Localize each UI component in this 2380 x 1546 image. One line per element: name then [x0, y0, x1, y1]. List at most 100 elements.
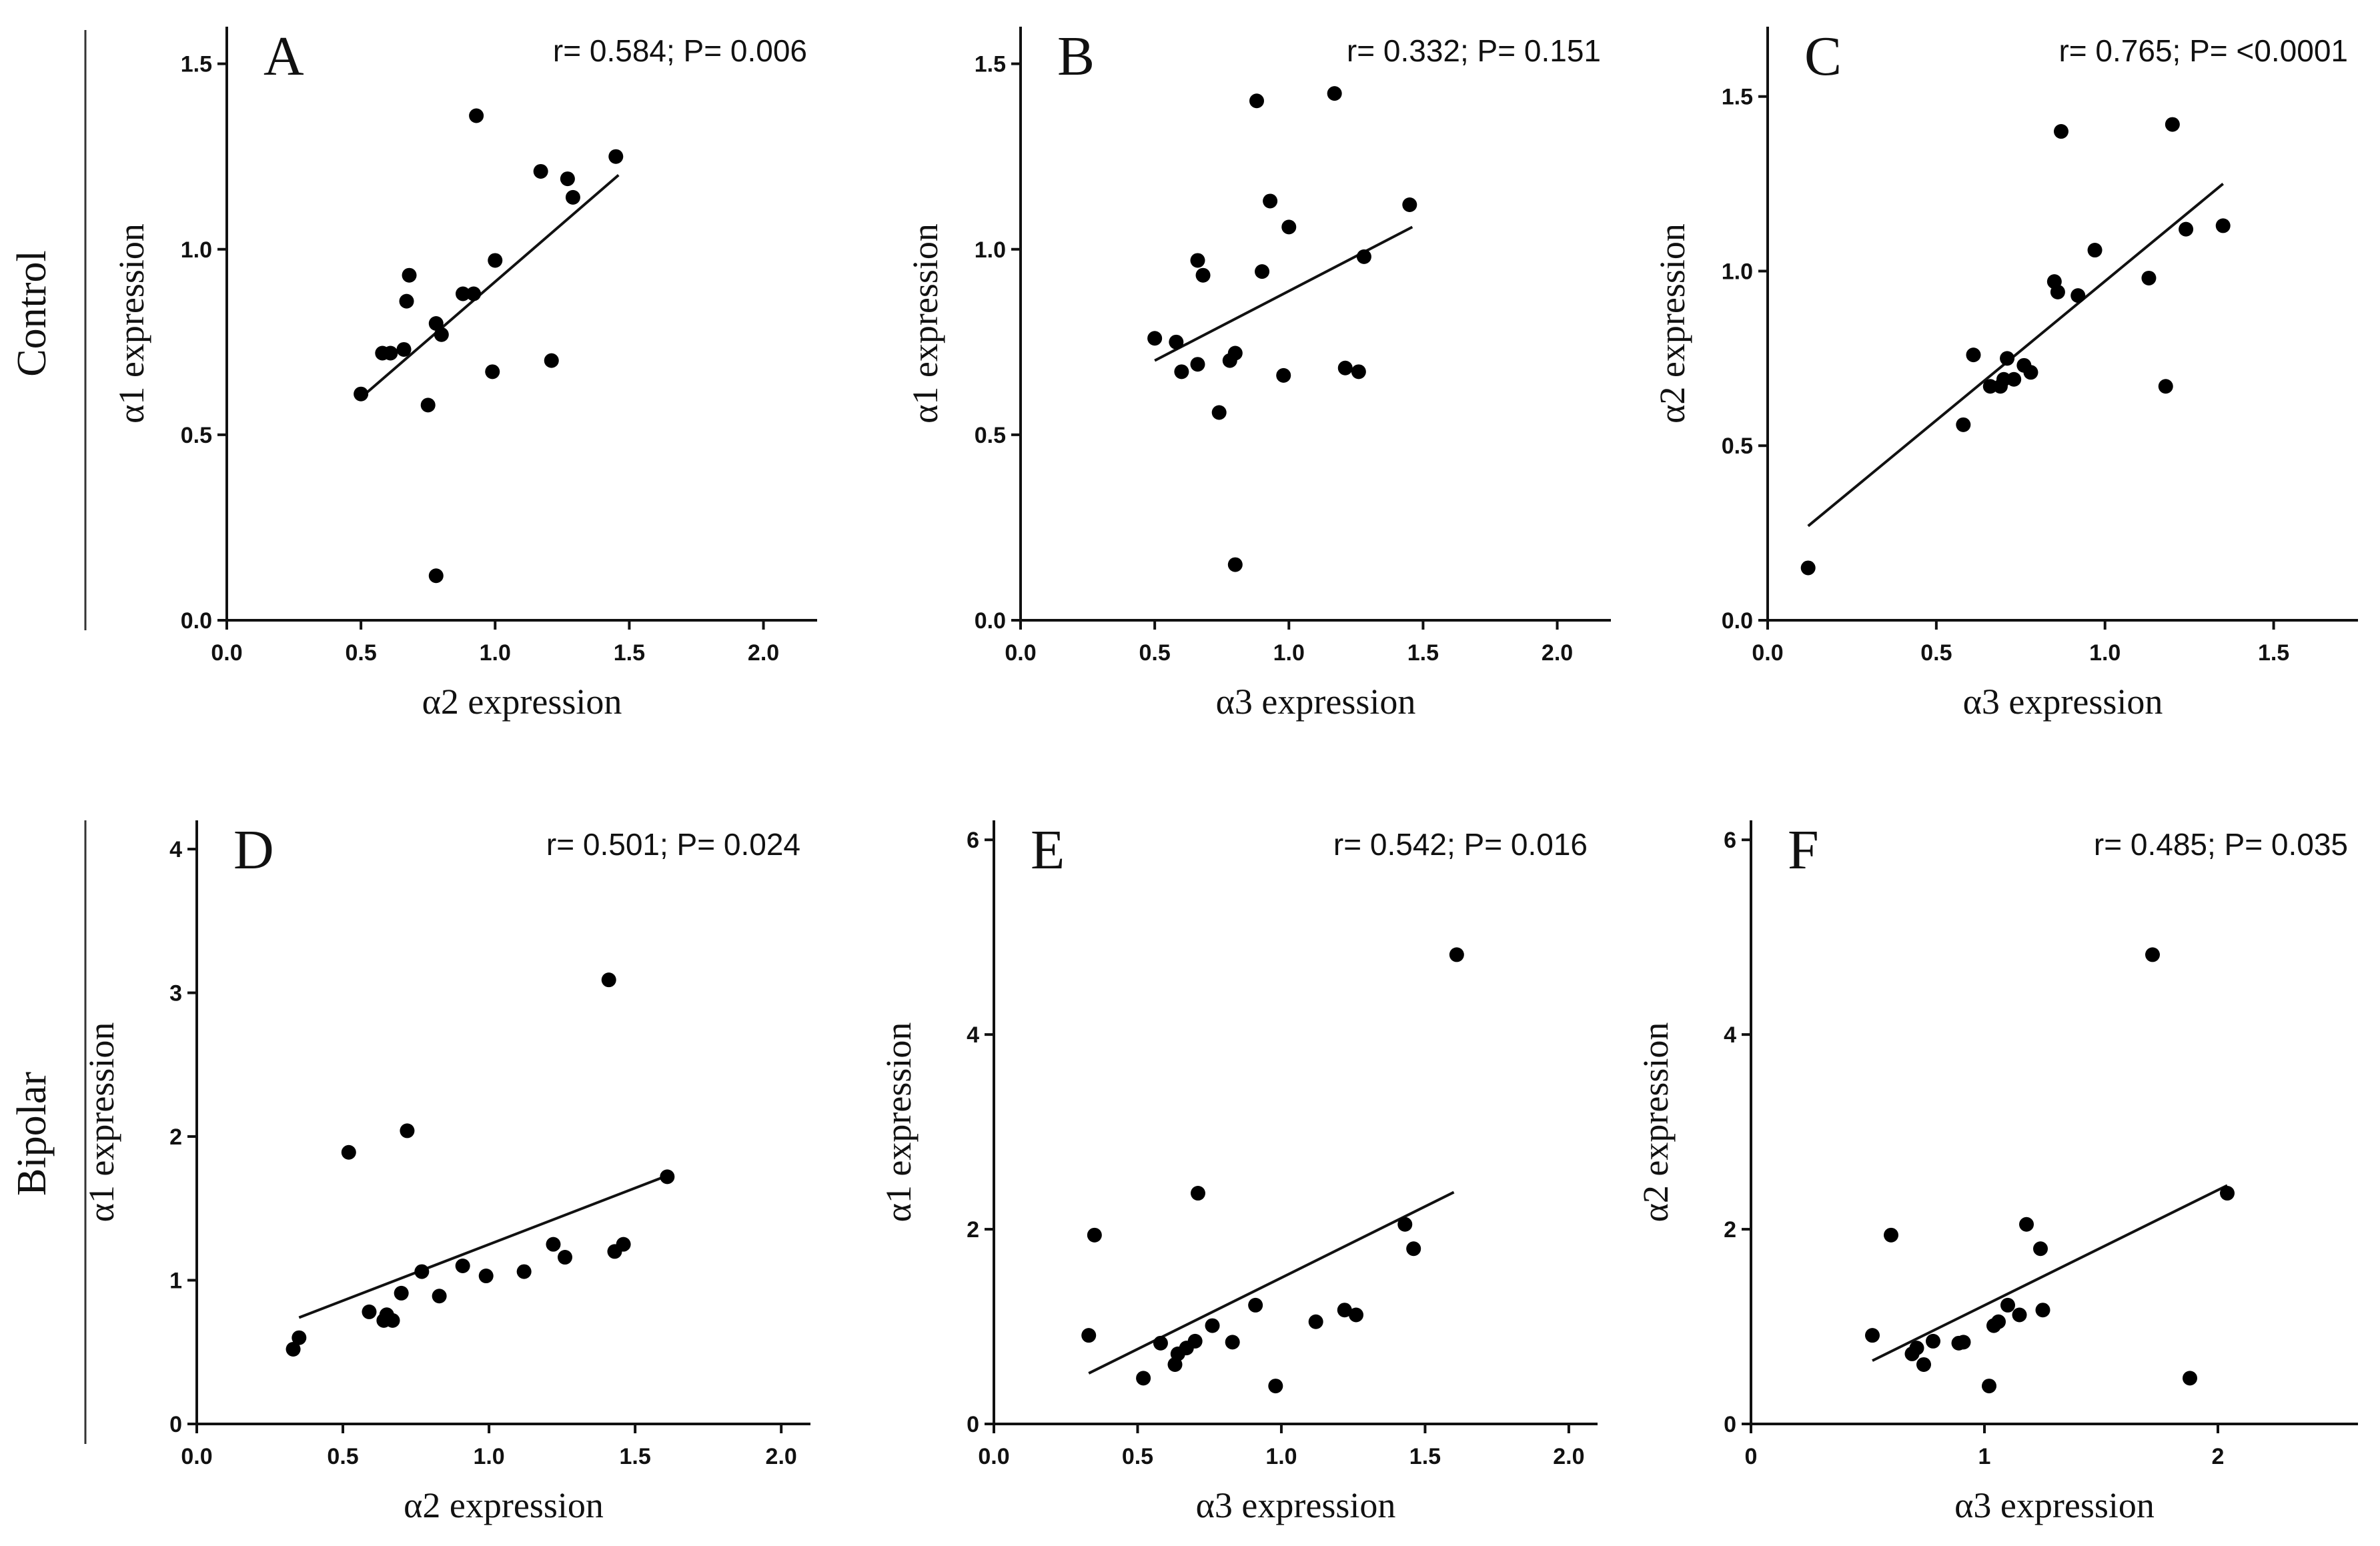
- data-point-c: [2053, 124, 2068, 139]
- stat-text-e: r= 0.542; P= 0.016: [1333, 827, 1588, 862]
- fit-line-e: [1088, 1191, 1455, 1375]
- data-point-f: [1909, 1341, 1924, 1356]
- data-point-e: [1406, 1241, 1421, 1257]
- data-point-c: [2070, 288, 2086, 303]
- row-label-control: Control: [9, 250, 55, 376]
- data-point-c: [2165, 117, 2180, 132]
- x-tick-label-b: 1.5: [1407, 640, 1439, 666]
- data-point-f: [1991, 1314, 2006, 1329]
- x-axis-label-f: α3 expression: [1954, 1485, 2155, 1525]
- data-point-c: [2023, 365, 2038, 380]
- data-point-a: [565, 189, 580, 205]
- fit-line-c: [1807, 183, 2224, 528]
- data-point-e: [1136, 1371, 1151, 1386]
- data-point-f: [2019, 1217, 2034, 1232]
- data-point-a: [466, 286, 482, 301]
- data-point-a: [560, 171, 575, 187]
- x-axis-label-a: α2 expression: [422, 682, 622, 722]
- x-tick-label-d: 0.5: [327, 1444, 358, 1469]
- x-tick-label-a: 0.0: [211, 640, 242, 666]
- data-point-b: [1227, 557, 1243, 572]
- data-point-b: [1190, 253, 1205, 268]
- y-axis-label-b: α1 expression: [905, 223, 945, 424]
- data-point-e: [1397, 1217, 1413, 1232]
- x-tick-label-b: 2.0: [1542, 640, 1573, 666]
- x-axis-label-e: α3 expression: [1196, 1485, 1396, 1525]
- data-point-f: [2220, 1186, 2235, 1201]
- y-tick-label-a: 0.0: [181, 608, 212, 634]
- y-axis-label-d: α1 expression: [81, 1022, 121, 1223]
- data-point-d: [516, 1264, 532, 1279]
- stat-text-f: r= 0.485; P= 0.035: [2094, 827, 2348, 862]
- data-point-e: [1268, 1379, 1283, 1394]
- y-tick-label-b: 1.0: [975, 237, 1006, 263]
- data-point-f: [1884, 1227, 1898, 1243]
- x-tick-label-c: 1.5: [2258, 640, 2289, 666]
- stat-text-d: r= 0.501; P= 0.024: [546, 827, 800, 862]
- data-point-b: [1327, 86, 1342, 101]
- data-point-b: [1337, 360, 1353, 375]
- data-point-d: [362, 1304, 377, 1319]
- x-tick-label-d: 1.5: [620, 1444, 651, 1469]
- data-point-e: [1081, 1328, 1097, 1343]
- x-tick-label-b: 0.0: [1005, 640, 1036, 666]
- data-point-a: [396, 341, 412, 357]
- x-axis-label-b: α3 expression: [1216, 682, 1416, 722]
- y-tick-label-c: 1.0: [1722, 259, 1753, 284]
- data-point-a: [533, 163, 548, 179]
- data-point-f: [2000, 1297, 2015, 1313]
- data-point-a: [428, 568, 444, 584]
- y-tick-label-d: 1: [169, 1269, 182, 1294]
- x-tick-label-a: 1.0: [480, 640, 511, 666]
- data-point-f: [1956, 1335, 1971, 1350]
- y-tick-label-f: 4: [1724, 1022, 1736, 1048]
- data-point-b: [1195, 267, 1211, 283]
- data-point-d: [414, 1264, 430, 1279]
- data-point-e: [1087, 1227, 1102, 1243]
- data-point-a: [469, 108, 484, 123]
- x-tick-label-f: 2: [2212, 1444, 2225, 1469]
- x-tick-label-f: 0: [1745, 1444, 1758, 1469]
- panel-letter-e: E: [1031, 819, 1065, 881]
- y-tick-label-d: 4: [169, 837, 182, 862]
- y-tick-label-c: 1.5: [1722, 85, 1753, 110]
- y-tick-label-a: 1.0: [181, 237, 212, 263]
- stat-text-a: r= 0.584; P= 0.006: [553, 33, 807, 68]
- y-tick-label-a: 1.5: [181, 52, 212, 77]
- data-point-c: [1956, 417, 1971, 432]
- x-tick-label-c: 1.0: [2089, 640, 2121, 666]
- data-point-b: [1190, 357, 1205, 372]
- x-tick-label-a: 0.5: [346, 640, 377, 666]
- data-point-d: [455, 1258, 470, 1273]
- x-tick-label-d: 2.0: [766, 1444, 797, 1469]
- data-point-c: [2141, 270, 2157, 285]
- y-tick-label-a: 0.5: [181, 423, 212, 448]
- data-point-e: [1308, 1314, 1323, 1329]
- data-point-a: [544, 353, 559, 368]
- data-point-b: [1351, 364, 1366, 379]
- panel-f: 0 1 2 0 2 4 6 α3 expression α2 expression F r= 0.4…: [1636, 819, 2358, 1525]
- y-tick-label-d: 0: [169, 1412, 182, 1437]
- data-point-e: [1337, 1303, 1352, 1318]
- data-point-b: [1263, 193, 1278, 209]
- data-point-c: [2158, 379, 2173, 394]
- y-tick-label-f: 6: [1724, 828, 1736, 853]
- panel-letter-d: D: [233, 819, 274, 881]
- data-point-c: [2215, 218, 2231, 233]
- panel-a: 0.0 0.5 1.0 1.5 2.0 0.0 0.5 1.0 1.5 α2 expression…: [111, 25, 817, 722]
- panel-letter-b: B: [1057, 25, 1095, 87]
- x-tick-label-d: 1.0: [473, 1444, 504, 1469]
- data-point-a: [434, 327, 449, 342]
- data-point-c: [2006, 371, 2022, 387]
- data-point-e: [1449, 947, 1464, 962]
- data-point-a: [608, 149, 624, 164]
- x-axis-label-d: α2 expression: [404, 1485, 604, 1525]
- x-tick-label-a: 2.0: [748, 640, 779, 666]
- data-point-a: [428, 316, 444, 331]
- panel-d: 0.0 0.5 1.0 1.5 2.0 0 1 2 3 4 α2 expression α1 expr…: [81, 819, 810, 1525]
- row-label-bipolar: Bipolar: [9, 1072, 55, 1196]
- data-point-a: [354, 386, 369, 402]
- y-tick-label-d: 3: [169, 981, 182, 1006]
- x-tick-label-a: 1.5: [614, 640, 645, 666]
